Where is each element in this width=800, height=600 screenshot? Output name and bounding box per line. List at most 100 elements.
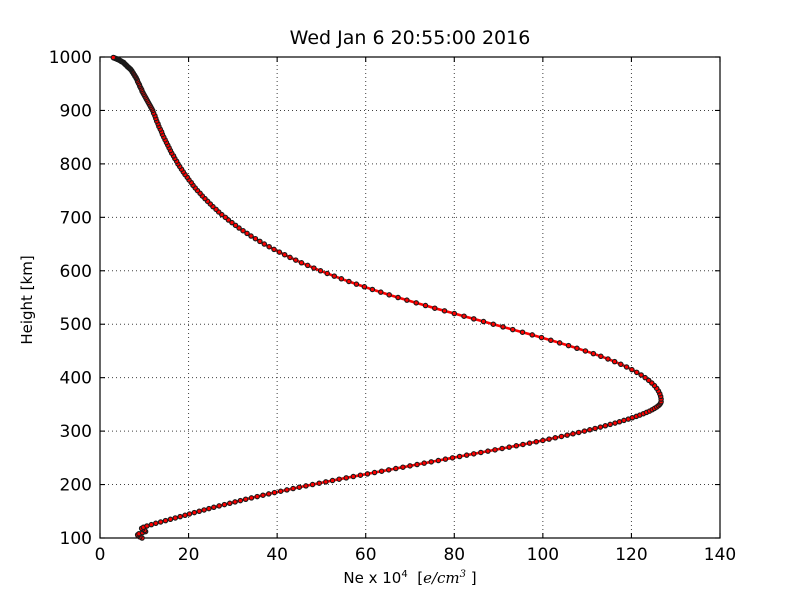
data-point bbox=[529, 332, 535, 338]
data-point bbox=[513, 443, 520, 449]
data-point bbox=[350, 473, 357, 480]
data-point bbox=[261, 241, 268, 247]
y-tick-label: 700 bbox=[60, 208, 92, 228]
data-point bbox=[407, 463, 413, 469]
data-point bbox=[607, 421, 613, 428]
x-tick-label: 80 bbox=[443, 545, 465, 565]
data-point bbox=[206, 505, 212, 512]
data-point bbox=[211, 504, 217, 511]
data-point bbox=[575, 429, 582, 436]
data-point bbox=[435, 457, 442, 464]
data-point bbox=[621, 417, 627, 424]
data-point bbox=[276, 249, 283, 255]
data-point bbox=[558, 433, 565, 440]
data-point bbox=[271, 489, 278, 496]
data-point bbox=[519, 329, 526, 335]
y-tick-label: 800 bbox=[60, 155, 92, 175]
data-point bbox=[296, 484, 303, 490]
data-point bbox=[338, 276, 345, 282]
data-point bbox=[642, 374, 648, 381]
y-axis-label: Height [km] bbox=[18, 255, 36, 344]
data-point bbox=[581, 428, 588, 434]
data-point bbox=[110, 54, 117, 61]
data-point bbox=[242, 496, 249, 502]
data-point bbox=[533, 439, 539, 445]
data-point bbox=[623, 364, 630, 370]
data-series-layer bbox=[110, 54, 664, 541]
data-point bbox=[284, 487, 290, 493]
data-point bbox=[492, 447, 498, 453]
data-point bbox=[509, 326, 516, 333]
data-point bbox=[357, 472, 364, 478]
data-point bbox=[172, 515, 179, 521]
data-point bbox=[364, 471, 371, 477]
data-point bbox=[281, 251, 288, 258]
data-point bbox=[177, 513, 183, 520]
data-point bbox=[343, 475, 349, 481]
data-point bbox=[400, 464, 406, 470]
data-point bbox=[265, 491, 272, 497]
data-point bbox=[414, 461, 420, 468]
data-point bbox=[582, 348, 589, 354]
gridlines bbox=[100, 57, 720, 538]
data-point bbox=[260, 492, 266, 498]
data-point bbox=[633, 369, 640, 376]
data-point bbox=[404, 297, 410, 303]
data-point bbox=[287, 254, 293, 261]
data-point bbox=[441, 308, 448, 314]
y-tick-label: 200 bbox=[60, 476, 92, 496]
data-point bbox=[271, 246, 277, 253]
data-point bbox=[148, 521, 155, 528]
data-point bbox=[311, 265, 317, 271]
axes-frame bbox=[99, 56, 721, 539]
x-label-part: 4 bbox=[401, 569, 407, 580]
data-point bbox=[574, 345, 580, 352]
data-point bbox=[369, 286, 376, 293]
data-point bbox=[432, 305, 438, 311]
data-point bbox=[548, 337, 554, 344]
data-point bbox=[413, 300, 419, 306]
data-point bbox=[520, 441, 526, 448]
data-point bbox=[442, 456, 449, 462]
x-tick-label: 140 bbox=[704, 545, 736, 565]
data-point bbox=[222, 214, 229, 221]
data-point bbox=[638, 372, 644, 378]
data-point bbox=[254, 493, 260, 500]
data-point bbox=[257, 238, 263, 245]
data-point bbox=[602, 423, 609, 429]
y-tick-label: 600 bbox=[60, 262, 92, 282]
data-point bbox=[196, 508, 202, 515]
x-axis-ticks: 0 20 40 60 80 100 120 140 bbox=[95, 57, 736, 565]
data-point bbox=[592, 425, 598, 432]
data-point bbox=[221, 501, 228, 508]
data-point bbox=[304, 262, 311, 269]
data-point bbox=[153, 520, 159, 527]
y-tick-label: 100 bbox=[60, 529, 92, 549]
data-point bbox=[144, 523, 150, 529]
data-point bbox=[336, 476, 342, 482]
data-point bbox=[565, 342, 572, 349]
data-point bbox=[361, 284, 368, 290]
data-point bbox=[191, 509, 198, 516]
data-point bbox=[252, 235, 259, 242]
data-point bbox=[323, 479, 329, 485]
x-tick-label: 100 bbox=[527, 545, 559, 565]
x-tick-label: 0 bbox=[95, 545, 106, 565]
data-point bbox=[490, 321, 497, 327]
data-point bbox=[346, 278, 352, 285]
x-label-part: [ bbox=[408, 569, 423, 587]
data-point bbox=[385, 467, 392, 473]
x-label-part: Ne x 10 bbox=[343, 569, 401, 587]
data-point bbox=[618, 361, 624, 368]
data-point bbox=[244, 230, 250, 237]
data-point bbox=[232, 499, 238, 505]
data-point bbox=[421, 460, 427, 466]
x-label-part: ] bbox=[466, 569, 477, 587]
data-point bbox=[229, 219, 235, 226]
data-point bbox=[393, 465, 399, 472]
data-point bbox=[309, 481, 316, 488]
data-point bbox=[499, 445, 505, 452]
